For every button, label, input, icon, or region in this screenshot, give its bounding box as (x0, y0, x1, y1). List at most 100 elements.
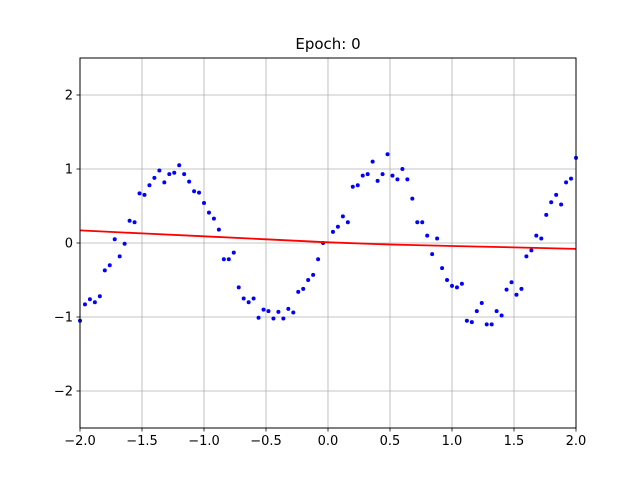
scatter-point (152, 175, 157, 180)
x-tick-label: −2.0 (64, 434, 96, 449)
scatter-point (435, 236, 440, 241)
scatter-point (172, 170, 177, 175)
x-tick-label: 1.0 (442, 434, 463, 449)
scatter-point (206, 210, 211, 215)
y-tick-label: −2 (54, 385, 73, 400)
scatter-point (266, 309, 271, 314)
x-tick-label: −0.5 (250, 434, 282, 449)
scatter-point (216, 227, 221, 232)
scatter-point (519, 286, 524, 291)
scatter-point (192, 189, 197, 194)
scatter-point (430, 252, 435, 257)
scatter-point (162, 180, 167, 185)
scatter-point (484, 322, 489, 327)
scatter-point (554, 192, 559, 197)
scatter-point (177, 163, 182, 168)
scatter-point (226, 257, 231, 262)
scatter-point (87, 297, 92, 302)
scatter-point (350, 184, 355, 189)
scatter-point (316, 257, 321, 262)
scatter-point (474, 309, 479, 314)
scatter-point (107, 263, 112, 268)
scatter-point (281, 316, 286, 321)
scatter-point (440, 266, 445, 271)
scatter-point (291, 310, 296, 315)
scatter-point (380, 172, 385, 177)
scatter-point (539, 236, 544, 241)
scatter-point (112, 237, 117, 242)
scatter-point (459, 281, 464, 286)
scatter-point (167, 172, 172, 177)
scatter-point (534, 233, 539, 238)
x-tick-label: 2.0 (566, 434, 587, 449)
scatter-point (405, 177, 410, 182)
x-tick-label: 0.0 (318, 434, 339, 449)
scatter-point (445, 278, 450, 282)
scatter-point (400, 167, 405, 171)
scatter-point (276, 309, 281, 314)
scatter-point (420, 220, 425, 225)
y-tick-label: 1 (65, 163, 73, 178)
scatter-point (489, 322, 494, 327)
scatter-point (559, 202, 564, 207)
series (78, 152, 578, 327)
scatter-point (569, 176, 574, 181)
scatter-point (82, 302, 87, 307)
x-tick-label: −1.5 (126, 434, 158, 449)
scatter-point (494, 309, 499, 314)
scatter-point (97, 294, 102, 299)
scatter-point (211, 216, 216, 221)
chart-title: Epoch: 0 (295, 35, 360, 53)
scatter-point (370, 159, 375, 164)
scatter-point (102, 268, 107, 273)
scatter-point (147, 183, 152, 188)
scatter-point (504, 287, 509, 292)
plot-frame (79, 57, 577, 429)
scatter-point (142, 192, 147, 197)
scatter-point (375, 178, 380, 183)
scatter-point (256, 315, 261, 320)
scatter-point (335, 224, 340, 229)
y-tick-label: 2 (65, 89, 73, 104)
scatter-point (549, 200, 554, 205)
scatter-point (132, 220, 137, 225)
scatter-point (187, 179, 192, 184)
ticks: −2.0 −1.5 −1.0 −0.5 0.0 0.5 1.0 1.5 2.0 −2 −1 0 1 2 (54, 89, 587, 450)
scatter-point (182, 172, 187, 177)
scatter-point (137, 191, 142, 196)
scatter-point (390, 173, 395, 178)
scatter-point (271, 316, 276, 321)
scatter-point (197, 190, 202, 195)
scatter-point (415, 220, 420, 225)
scatter-point (360, 173, 365, 178)
scatter-point (395, 177, 400, 182)
x-tick-label: 1.5 (504, 434, 525, 449)
scatter-point (564, 180, 569, 185)
scatter-point (92, 300, 97, 305)
scatter-point (251, 296, 256, 301)
scatter-point (410, 196, 415, 201)
scatter-point (345, 220, 350, 225)
y-tick-label: 0 (65, 237, 73, 252)
scatter-point (231, 250, 236, 255)
scatter-point (296, 289, 301, 294)
scatter-point (241, 296, 246, 301)
scatter-point (340, 214, 345, 219)
scatter-point (301, 286, 306, 291)
scatter-point (454, 285, 459, 290)
scatter-point (355, 183, 360, 188)
scatter-point (425, 233, 430, 238)
scatter-point (365, 172, 370, 177)
scatter-point (524, 254, 529, 259)
prediction-line (79, 229, 577, 250)
scatter-point (509, 280, 514, 285)
scatter-point (544, 212, 549, 217)
scatter-point (236, 285, 241, 290)
scatter-point (117, 254, 122, 259)
scatter-point (464, 318, 469, 323)
y-tick-label: −1 (54, 311, 73, 326)
x-tick-label: −1.0 (188, 434, 220, 449)
scatter-point (306, 278, 311, 282)
scatter-point (157, 168, 162, 173)
